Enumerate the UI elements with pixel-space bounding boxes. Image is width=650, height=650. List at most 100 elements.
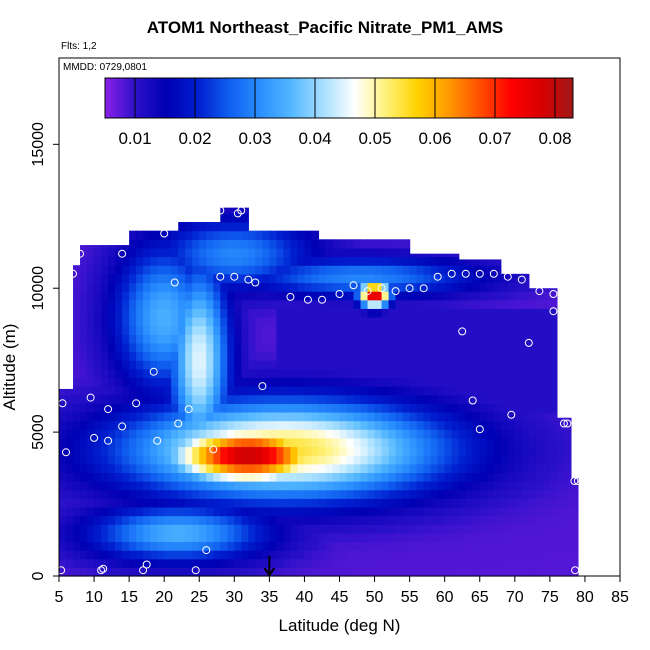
heatmap-cell: [66, 472, 74, 482]
heatmap-cell: [101, 506, 109, 517]
heatmap-cell: [409, 515, 418, 525]
heatmap-cell: [143, 394, 151, 404]
heatmap-cell: [192, 334, 200, 344]
heatmap-cell: [108, 411, 116, 422]
heatmap-cell: [528, 317, 537, 327]
heatmap-cell: [318, 403, 327, 413]
heatmap-cell: [479, 351, 488, 361]
heatmap-cell: [570, 532, 579, 543]
heatmap-cell: [241, 558, 249, 568]
heatmap-cell: [521, 567, 530, 577]
heatmap-cell: [234, 437, 242, 448]
heatmap-cell: [416, 368, 425, 379]
heatmap-cell: [409, 265, 418, 275]
heatmap-cell: [395, 394, 404, 404]
heatmap-cell: [388, 446, 397, 456]
heatmap-cell: [423, 437, 432, 448]
heatmap-cell: [255, 377, 263, 387]
heatmap-cell: [332, 481, 341, 491]
heatmap-cell: [507, 325, 516, 335]
heatmap-cell: [290, 334, 299, 344]
heatmap-cell: [353, 550, 362, 560]
heatmap-cell: [353, 247, 362, 258]
heatmap-cell: [535, 351, 544, 361]
heatmap-cell: [549, 411, 558, 422]
heatmap-cell: [262, 299, 270, 309]
heatmap-cell: [297, 308, 306, 318]
heatmap-cell: [227, 325, 235, 335]
heatmap-cell: [178, 532, 186, 543]
heatmap-cell: [122, 334, 130, 344]
heatmap-cell: [178, 351, 186, 361]
heatmap-cell: [129, 472, 137, 482]
heatmap-cell: [535, 558, 544, 568]
heatmap-cell: [423, 446, 432, 456]
heatmap-cell: [248, 265, 256, 275]
heatmap-cell: [297, 489, 306, 499]
heatmap-cell: [73, 265, 81, 275]
heatmap-cell: [171, 386, 179, 396]
heatmap-cell: [423, 386, 432, 396]
heatmap-cell: [402, 472, 411, 482]
heatmap-cell: [248, 291, 256, 301]
heatmap-cell: [234, 524, 242, 534]
heatmap-cell: [423, 299, 432, 309]
heatmap-cell: [213, 411, 221, 422]
heatmap-cell: [535, 411, 544, 422]
heatmap-cell: [486, 558, 495, 568]
heatmap-cell: [122, 273, 130, 284]
heatmap-cell: [185, 481, 193, 491]
heatmap-cell: [479, 532, 488, 543]
heatmap-cell: [206, 558, 214, 568]
heatmap-cell: [150, 230, 158, 240]
heatmap-cell: [451, 567, 460, 577]
heatmap-cell: [80, 334, 88, 344]
heatmap-cell: [283, 411, 292, 422]
heatmap-cell: [311, 498, 320, 508]
observation-point: [170, 278, 179, 287]
observation-point: [349, 281, 358, 290]
heatmap-cell: [500, 403, 509, 413]
heatmap-cell: [325, 273, 334, 284]
heatmap-cell: [164, 334, 172, 344]
heatmap-cell: [87, 506, 95, 517]
heatmap-cell: [346, 541, 355, 551]
heatmap-cell: [472, 403, 481, 413]
heatmap-cell: [129, 515, 137, 525]
heatmap-cell: [514, 429, 523, 439]
heatmap-cell: [192, 446, 200, 456]
heatmap-cell: [122, 481, 130, 491]
heatmap-cell: [227, 489, 235, 499]
heatmap-cell: [367, 317, 376, 327]
heatmap-cell: [472, 377, 481, 387]
heatmap-cell: [276, 446, 284, 456]
heatmap-cell: [213, 403, 221, 413]
heatmap-cell: [388, 291, 397, 301]
heatmap-cell: [220, 437, 228, 448]
heatmap-cell: [500, 506, 509, 517]
heatmap-cell: [122, 299, 130, 309]
heatmap-cell: [73, 282, 81, 292]
heatmap-cell: [374, 265, 383, 275]
heatmap-cell: [339, 317, 348, 327]
heatmap-cell: [353, 541, 362, 551]
heatmap-cell: [458, 429, 467, 439]
heatmap-cell: [395, 541, 404, 551]
heatmap-cell: [346, 403, 355, 413]
heatmap-cell: [381, 368, 390, 379]
heatmap-cell: [486, 429, 495, 439]
heatmap-cell: [87, 532, 95, 543]
heatmap-cell: [402, 498, 411, 508]
heatmap-cell: [514, 472, 523, 482]
heatmap-cell: [101, 351, 109, 361]
heatmap-cell: [444, 342, 453, 353]
heatmap-cell: [150, 558, 158, 568]
heatmap-cell: [213, 325, 221, 335]
heatmap-cell: [234, 429, 242, 439]
heatmap-cell: [290, 282, 299, 292]
heatmap-cell: [220, 429, 228, 439]
heatmap-cell: [507, 481, 516, 491]
heatmap-cell: [185, 282, 193, 292]
heatmap-cell: [192, 282, 200, 292]
heatmap-cell: [157, 282, 165, 292]
